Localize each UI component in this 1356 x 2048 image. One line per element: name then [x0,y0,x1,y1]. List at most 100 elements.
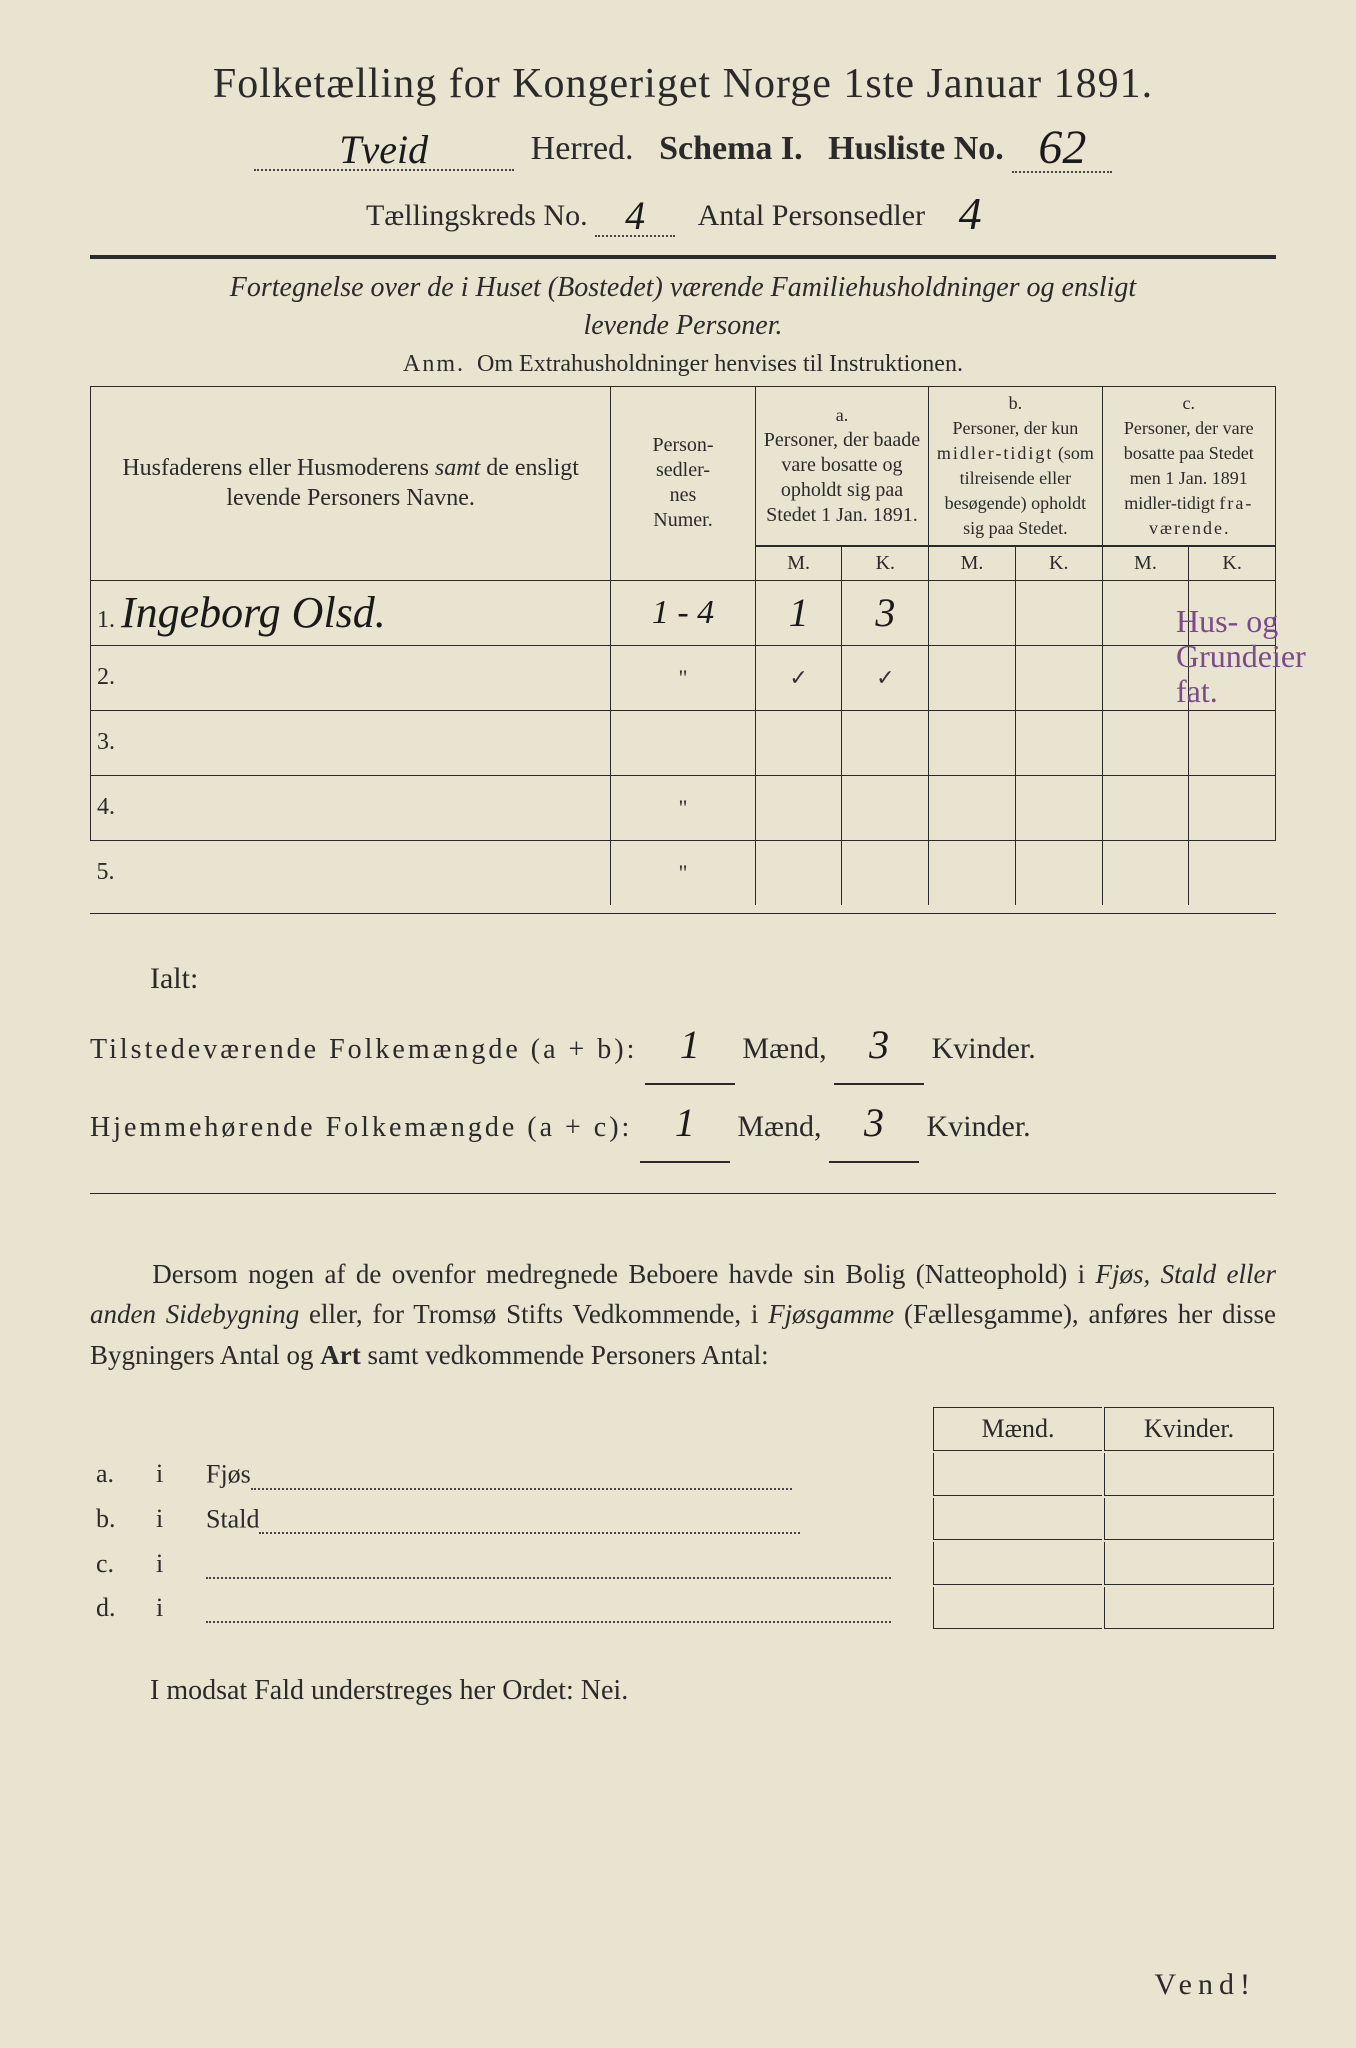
table-row: 5. " [91,840,1276,905]
antal-label: Antal Personsedler [698,199,925,232]
rule-2 [90,913,1276,914]
schema-label: Schema I. [659,130,803,167]
th-a-text: Personer, der baade vare bosatte og opho… [764,429,920,526]
row-a-k: 3 [842,580,929,645]
totals-line1-kvinder: 3 [834,1007,924,1085]
totals-line2-kvinder: 3 [829,1085,919,1163]
bt-maend-header: Mænd. [933,1407,1102,1451]
bt-label-cell: Fjøs [202,1453,931,1496]
census-table: Husfaderens eller Husmoderens samt de en… [90,386,1276,905]
th-a-k: K. [842,546,929,580]
row-b-k [1015,775,1102,840]
row-a-k [842,775,929,840]
husliste-value: 62 [1038,121,1086,174]
row-name-cell: 1. Ingeborg Olsd. [91,580,611,645]
row-a-m: ✓ [755,645,842,710]
rule-1 [90,255,1276,259]
census-table-body: 1. Ingeborg Olsd. 1 - 4 1 3 2. " ✓ ✓ [91,580,1276,905]
bt-maend-cell [933,1587,1102,1630]
building-row: d. i [92,1587,1274,1630]
herred-label: Herred. [531,130,634,167]
vend-label: Vend! [1154,1968,1256,2002]
intro-line1: Fortegnelse over de i Huset (Bostedet) v… [230,272,1136,303]
bt-i: i [152,1587,200,1630]
row-c-m [1102,840,1189,905]
row-a-k [842,840,929,905]
row-c-m [1102,710,1189,775]
totals-line1-label: Tilstedeværende Folkemængde (a + b): [90,1034,637,1065]
th-c-label: c. [1183,393,1196,413]
row-c-k [1189,710,1276,775]
bt-label-cell [202,1587,931,1630]
row-num: 4. [97,794,115,820]
th-a: a. Personer, der baade vare bosatte og o… [755,386,928,545]
row-a-k: ✓ [842,645,929,710]
antal-value: 4 [959,188,982,239]
intro-line2: levende Personer. [583,310,782,341]
totals-block: Ialt: Tilstedeværende Folkemængde (a + b… [90,950,1276,1163]
row-num: 3. [97,729,115,755]
row-num: 5. [97,859,115,885]
totals-line2-label: Hjemmehørende Folkemængde (a + c): [90,1112,632,1143]
bt-kvinder-cell [1104,1498,1274,1541]
maend-label: Mænd, [737,1110,821,1143]
bt-maend-cell [933,1453,1102,1496]
kvinder-label: Kvinder. [927,1110,1031,1143]
ialt-label: Ialt: [90,950,1276,1007]
row-personnum: " [611,775,756,840]
husliste-fill: 62 [1012,116,1112,173]
row-b-m [929,580,1016,645]
row-b-k [1015,645,1102,710]
row-personnum: " [611,840,756,905]
row-b-m [929,840,1016,905]
row-c-k [1189,840,1276,905]
bt-letter: d. [92,1587,150,1630]
bt-letter: c. [92,1542,150,1585]
intro-text: Fortegnelse over de i Huset (Bostedet) v… [90,269,1276,345]
anm-label: Anm. [403,351,465,377]
paragraph-block: Dersom nogen af de ovenfor medregnede Be… [90,1254,1276,1376]
bt-letter: a. [92,1453,150,1496]
row-personnum: 1 - 4 [611,580,756,645]
totals-line-2: Hjemmehørende Folkemængde (a + c): 1 Mæn… [90,1085,1276,1163]
row-b-k [1015,710,1102,775]
maend-label: Mænd, [742,1032,826,1065]
tellingskreds-label: Tællingskreds No. [366,199,588,232]
row-a-m [755,775,842,840]
th-c-k: K. [1189,546,1276,580]
bt-kvinder-header: Kvinder. [1104,1407,1274,1451]
header-line-2: Tveid Herred. Schema I. Husliste No. 62 [90,116,1276,173]
th-a-m: M. [755,546,842,580]
totals-line-1: Tilstedeværende Folkemængde (a + b): 1 M… [90,1007,1276,1085]
row-b-m [929,710,1016,775]
row-a-k [842,710,929,775]
row-num: 1. [97,607,115,633]
nei-line: I modsat Fald understreges her Ordet: Ne… [90,1675,1276,1707]
th-c-m: M. [1102,546,1189,580]
rule-3 [90,1193,1276,1194]
kvinder-label: Kvinder. [932,1032,1036,1065]
tellingskreds-value: 4 [625,193,645,238]
anm-text: Om Extrahusholdninger henvises til Instr… [477,351,963,377]
row-b-k [1015,580,1102,645]
table-row: 2. " ✓ ✓ [91,645,1276,710]
bt-kvinder-cell [1104,1587,1274,1630]
bt-letter: b. [92,1498,150,1541]
row-name-cell: 2. [91,645,611,710]
row-name-hw: Ingeborg Olsd. [121,588,386,637]
th-c: c. Personer, der vare bosatte paa Stedet… [1102,386,1275,545]
th-b-label: b. [1009,393,1023,413]
building-row: c. i [92,1542,1274,1585]
bt-i: i [152,1542,200,1585]
th-a-label: a. [836,405,849,425]
row-a-m [755,840,842,905]
th-b-m: M. [929,546,1016,580]
table-row: 3. [91,710,1276,775]
margin-note: Hus- og Grundeier fat. [1176,604,1326,710]
row-name-cell: 4. [91,775,611,840]
bt-label-cell: Stald [202,1498,931,1541]
bt-i: i [152,1453,200,1496]
row-b-k [1015,840,1102,905]
bt-maend-cell [933,1542,1102,1585]
bt-label-cell [202,1542,931,1585]
